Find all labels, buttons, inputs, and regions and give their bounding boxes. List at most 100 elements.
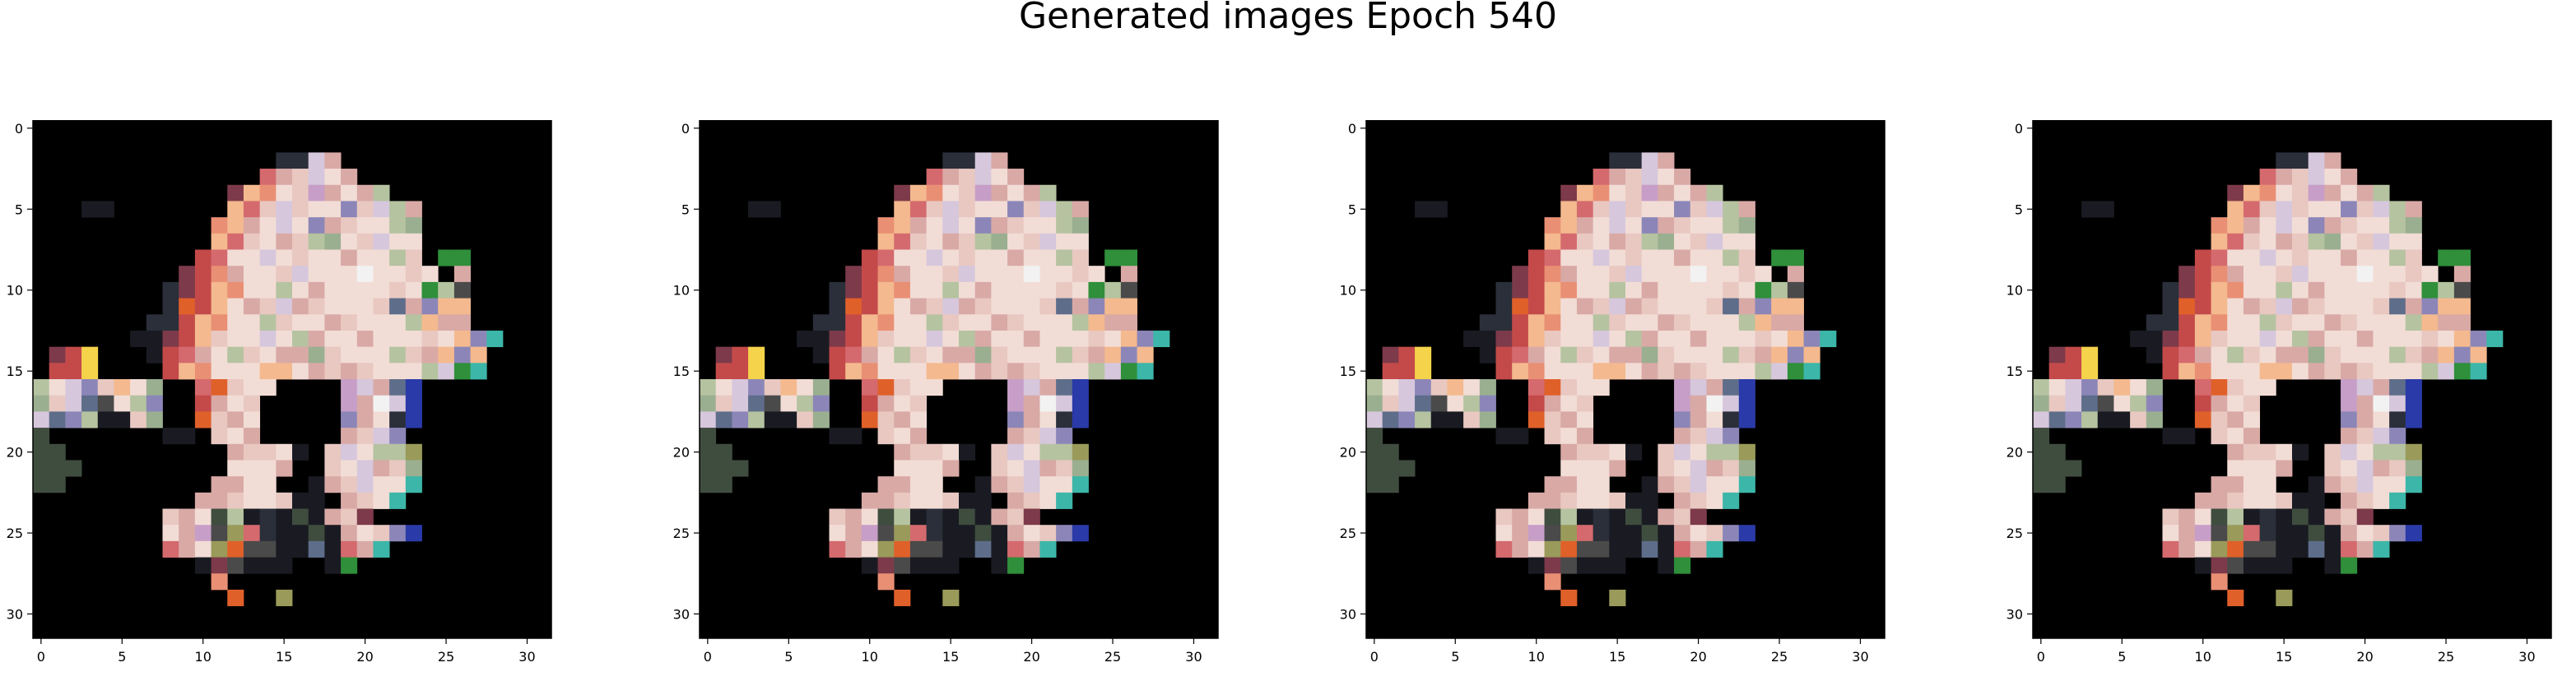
image-pixel bbox=[2356, 233, 2374, 250]
image-pixel bbox=[2453, 330, 2471, 348]
image-pixel bbox=[1755, 298, 1772, 315]
image-pixel bbox=[2405, 314, 2422, 331]
image-pixel bbox=[438, 346, 455, 364]
image-pixel bbox=[1690, 395, 1707, 412]
image-pixel bbox=[1625, 508, 1643, 526]
image-pixel bbox=[797, 395, 814, 412]
image-pixel bbox=[276, 589, 293, 607]
image-pixel bbox=[959, 492, 976, 509]
image-pixel bbox=[2324, 184, 2341, 202]
image-pixel bbox=[1007, 330, 1025, 348]
image-pixel bbox=[324, 233, 342, 250]
image-pixel bbox=[1593, 557, 1610, 574]
image-pixel bbox=[1576, 266, 1594, 283]
image-pixel bbox=[1755, 281, 1772, 299]
image-pixel bbox=[1674, 460, 1691, 477]
image-pixel bbox=[1007, 346, 1025, 364]
image-pixel bbox=[909, 281, 928, 299]
image-pixel bbox=[1609, 460, 1626, 477]
image-pixel bbox=[2227, 379, 2244, 396]
image-pixel bbox=[81, 395, 99, 412]
image-pixel bbox=[438, 330, 455, 348]
image-pixel bbox=[1690, 476, 1707, 493]
image-pixel bbox=[1723, 314, 1740, 331]
image-pixel bbox=[373, 217, 390, 234]
image-pixel bbox=[1706, 346, 1723, 364]
image-pixel bbox=[780, 379, 797, 396]
image-pixel bbox=[2356, 281, 2374, 299]
image-pixel bbox=[1039, 281, 1057, 299]
image-pixel bbox=[1576, 476, 1594, 493]
image-pixel bbox=[259, 184, 277, 202]
image-pixel bbox=[341, 233, 358, 250]
x-tick-label: 30 bbox=[2518, 649, 2535, 665]
image-pixel bbox=[2065, 363, 2082, 380]
image-pixel bbox=[942, 281, 960, 299]
image-pixel bbox=[1544, 540, 1561, 558]
x-tick-label: 25 bbox=[438, 649, 454, 665]
image-pixel bbox=[2292, 540, 2309, 558]
image-pixel bbox=[1560, 201, 1578, 218]
image-pixel bbox=[1641, 363, 1658, 380]
image-pixel bbox=[1120, 266, 1137, 283]
image-pixel bbox=[2259, 169, 2276, 186]
image-pixel bbox=[308, 346, 325, 364]
image-pixel bbox=[2259, 492, 2276, 509]
image-pixel bbox=[2194, 363, 2211, 380]
image-pixel bbox=[2162, 281, 2179, 299]
image-pixel bbox=[829, 314, 846, 331]
image-pixel bbox=[308, 525, 325, 542]
image-pixel bbox=[1593, 379, 1610, 396]
image-pixel bbox=[2276, 492, 2293, 509]
x-tick-label: 10 bbox=[862, 649, 878, 665]
image-pixel bbox=[2048, 476, 2066, 493]
image-pixel bbox=[1738, 411, 1755, 429]
image-pixel bbox=[1056, 525, 1073, 542]
image-pixel bbox=[715, 363, 732, 380]
image-pixel bbox=[926, 557, 943, 574]
image-pixel bbox=[1609, 443, 1626, 461]
image-pixel bbox=[1593, 330, 1610, 348]
image-pixel bbox=[1641, 492, 1658, 509]
image-pixel bbox=[227, 363, 244, 380]
image-pixel bbox=[356, 428, 374, 445]
image-pixel bbox=[2065, 379, 2082, 396]
image-pixel bbox=[356, 363, 374, 380]
image-pixel bbox=[211, 233, 228, 250]
image-pixel bbox=[356, 217, 374, 234]
image-pixel bbox=[2292, 233, 2309, 250]
image-pixel bbox=[748, 411, 765, 429]
image-pixel bbox=[877, 411, 895, 429]
image-pixel bbox=[1576, 217, 1594, 234]
image-pixel bbox=[2178, 346, 2196, 364]
image-pixel bbox=[1056, 428, 1073, 445]
image-pixel bbox=[2341, 525, 2358, 542]
image-pixel bbox=[259, 492, 277, 509]
image-pixel bbox=[1706, 184, 1723, 202]
image-pixel bbox=[1609, 169, 1626, 186]
image-pixel bbox=[2453, 266, 2471, 283]
image-pixel bbox=[243, 201, 261, 218]
image-pixel bbox=[2113, 411, 2131, 429]
image-pixel bbox=[991, 460, 1008, 477]
image-pixel bbox=[2292, 298, 2309, 315]
image-pixel bbox=[292, 314, 309, 331]
image-pixel bbox=[894, 395, 911, 412]
image-pixel bbox=[211, 298, 228, 315]
image-pixel bbox=[1088, 266, 1105, 283]
image-pixel bbox=[974, 492, 992, 509]
image-pixel bbox=[259, 443, 277, 461]
image-pixel bbox=[2405, 363, 2422, 380]
image-pixel bbox=[2438, 363, 2455, 380]
image-pixel bbox=[453, 363, 471, 380]
image-pixel bbox=[877, 557, 895, 574]
image-pixel bbox=[341, 363, 358, 380]
y-tick-label: 30 bbox=[7, 606, 23, 622]
image-pixel bbox=[877, 525, 895, 542]
image-pixel bbox=[1609, 298, 1626, 315]
image-pixel bbox=[1576, 379, 1594, 396]
image-pixel bbox=[715, 460, 732, 477]
image-pixel bbox=[1658, 266, 1675, 283]
image-pixel bbox=[33, 476, 50, 493]
image-pixel bbox=[33, 428, 50, 445]
